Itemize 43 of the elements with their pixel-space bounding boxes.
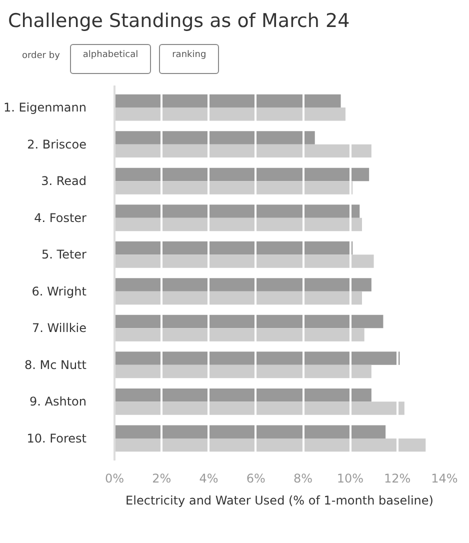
y-tick-label: 3. Read (41, 174, 87, 188)
bar (114, 388, 372, 402)
x-tick-label: 0% (104, 472, 124, 486)
x-axis-title: Electricity and Water Used (% of 1-month baseline) (126, 494, 434, 508)
y-tick-label: 8. Mc Nutt (24, 358, 87, 372)
bar (114, 94, 341, 108)
bar (114, 402, 404, 415)
y-tick-label: 1. Eigenmann (3, 100, 87, 115)
bar (114, 241, 353, 255)
x-tick-label: 6% (246, 472, 266, 486)
x-tick-label: 12% (384, 472, 411, 486)
y-tick-label: 7. Willkie (32, 321, 87, 336)
bar (114, 291, 362, 305)
x-tick-label: 8% (294, 472, 313, 486)
text: order by (22, 50, 60, 63)
text: alphabetical (82, 49, 138, 62)
y-tick-label: 6. Wright (32, 284, 87, 298)
bar (114, 278, 372, 292)
bar (114, 218, 362, 232)
chart-title: Challenge Standings as of March 24 (8, 9, 350, 34)
bar (114, 254, 374, 268)
bar (114, 438, 426, 452)
bar (114, 204, 360, 218)
text: ranking (172, 49, 206, 62)
y-tick-label: 5. Teter (42, 248, 87, 262)
x-tick-label: 14% (431, 472, 458, 486)
bar (114, 131, 315, 144)
bar (114, 352, 400, 365)
y-tick-label: 2. Briscoe (27, 137, 87, 152)
bar (114, 144, 372, 158)
y-tick-label: 9. Ashton (30, 394, 86, 409)
x-tick-label: 10% (336, 472, 364, 486)
bar (114, 425, 386, 438)
bar (114, 181, 353, 194)
bar (114, 328, 364, 342)
y-tick-label: 10. Forest (26, 431, 87, 446)
y-tick-label: 4. Foster (34, 210, 87, 225)
bar (114, 314, 384, 328)
x-tick-label: 4% (199, 472, 218, 486)
bar (114, 108, 346, 121)
x-tick-label: 2% (152, 472, 172, 486)
bar (114, 168, 370, 182)
bar (114, 364, 372, 378)
